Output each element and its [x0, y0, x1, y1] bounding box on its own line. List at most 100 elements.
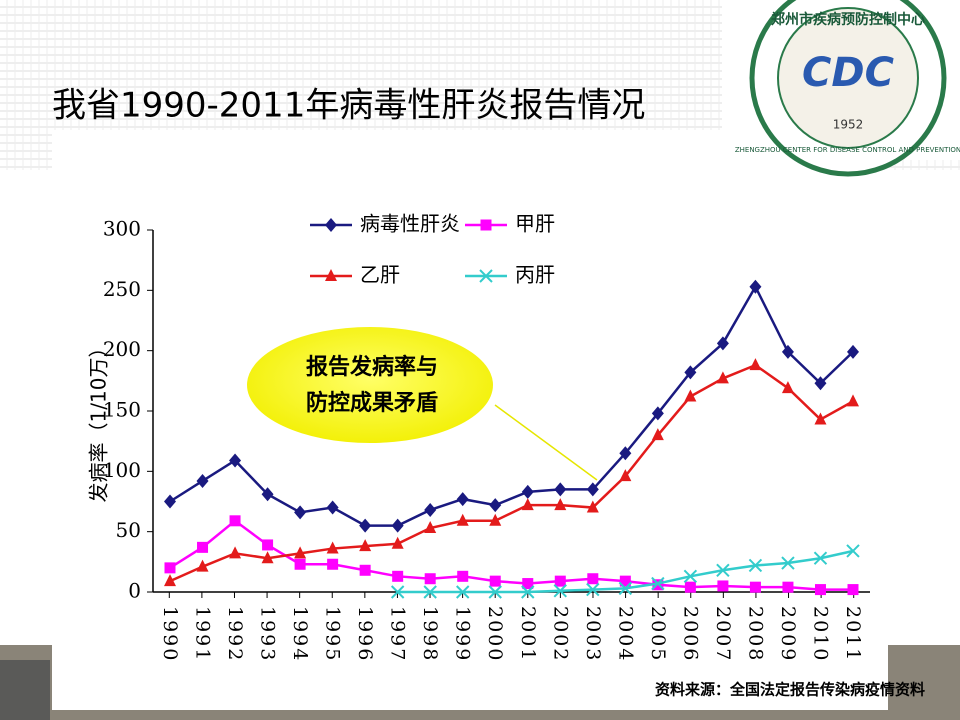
square-marker: [197, 541, 209, 553]
diamond-marker: [424, 502, 437, 517]
x-tick-label: 1996: [354, 606, 376, 662]
building: [0, 660, 50, 720]
x-marker: [553, 584, 567, 598]
square-marker: [847, 584, 859, 596]
logo-mark: CDC: [802, 50, 894, 96]
callout-bubble: [247, 327, 493, 443]
square-marker: [164, 562, 176, 574]
x-marker: [488, 585, 502, 599]
x-tick-label: 1995: [322, 606, 344, 662]
x-marker: [521, 585, 535, 599]
square-marker: [554, 575, 566, 587]
triangle-marker: [325, 269, 337, 281]
series-line: [169, 284, 854, 527]
square-marker: [782, 581, 794, 593]
callout-text: 防控成果矛盾: [306, 390, 438, 416]
diamond-marker: [586, 482, 599, 497]
triangle-marker: [391, 536, 404, 549]
square-marker: [457, 570, 469, 582]
diamond-marker: [619, 446, 632, 461]
diamond-marker: [456, 492, 469, 507]
x-marker: [748, 558, 763, 573]
square-marker: [327, 558, 339, 570]
x-tick-label: 2005: [647, 606, 669, 662]
square-marker: [587, 573, 599, 585]
x-tick-label: 1993: [257, 606, 279, 662]
logo-inner: [777, 7, 919, 149]
triangle-marker: [619, 469, 632, 482]
y-axis-label: 发病率（1/10万）: [87, 338, 111, 503]
triangle-marker: [196, 559, 209, 572]
x-tick-label: 2008: [744, 606, 766, 662]
square-marker: [262, 539, 274, 551]
triangle-marker: [521, 498, 534, 511]
triangle-marker: [489, 513, 502, 526]
x-tick-label: 1992: [224, 606, 246, 662]
triangle-marker: [359, 539, 372, 552]
x-marker: [683, 569, 698, 584]
y-tick-label: 300: [103, 217, 141, 241]
diamond-marker: [326, 500, 339, 515]
diamond-marker: [261, 487, 274, 502]
diamond-marker: [359, 518, 372, 533]
chart-panel: [52, 130, 888, 710]
diamond-marker: [164, 494, 176, 509]
y-tick-label: 0: [128, 579, 141, 603]
square-marker: [424, 573, 436, 585]
x-tick-label: 2000: [484, 606, 506, 662]
diamond-marker: [814, 376, 827, 391]
x-marker: [813, 551, 828, 565]
x-tick-label: 2009: [777, 606, 799, 662]
slide-title: 我省1990-2011年病毒性肝炎报告情况: [52, 86, 645, 126]
x-tick-label: 1994: [289, 606, 311, 662]
x-marker: [781, 556, 795, 570]
diamond-marker: [847, 344, 859, 359]
diamond-marker: [749, 279, 762, 294]
x-tick-label: 1991: [192, 606, 214, 662]
logo-name: 郑州市疾病预防控制中心: [771, 11, 925, 28]
triangle-marker: [781, 381, 794, 394]
square-marker: [294, 558, 306, 570]
triangle-marker: [326, 541, 339, 554]
diamond-marker: [651, 406, 664, 421]
triangle-marker: [749, 358, 762, 371]
triangle-marker: [847, 394, 859, 407]
diamond-marker: [391, 518, 404, 533]
source-note: 资料来源：全国法定报告传染病疫情资料: [655, 681, 925, 699]
x-tick-label: 2003: [582, 606, 604, 662]
logo-english: ZHENGZHOU CENTER FOR DISEASE CONTROL AND…: [735, 146, 960, 154]
triangle-marker: [164, 574, 176, 587]
square-marker: [480, 219, 492, 231]
logo: 郑州市疾病预防控制中心 ZHENGZHOU CENTER FOR DISEASE…: [722, 0, 960, 177]
x-marker: [618, 581, 633, 596]
diamond-marker: [294, 505, 307, 520]
triangle-marker: [456, 513, 469, 526]
square-marker: [717, 580, 729, 592]
square-marker: [814, 584, 826, 596]
triangle-marker: [586, 500, 599, 513]
diamond-marker: [489, 498, 502, 513]
triangle-marker: [229, 546, 242, 559]
triangle-marker: [684, 389, 697, 402]
x-marker: [479, 269, 493, 283]
legend-label: 丙肝: [515, 263, 555, 287]
x-tick-label: 2010: [809, 606, 831, 662]
x-marker: [456, 585, 470, 599]
triangle-marker: [814, 412, 827, 425]
legend-label: 乙肝: [360, 263, 400, 287]
y-tick-label: 50: [116, 518, 141, 542]
series-line: [169, 363, 854, 583]
square-marker: [684, 581, 696, 593]
y-tick-label: 250: [103, 277, 141, 301]
diamond-marker: [521, 484, 534, 499]
x-marker: [716, 563, 730, 577]
diamond-marker: [554, 482, 567, 497]
logo-year: 1952: [833, 118, 864, 132]
x-tick-label: 1990: [159, 606, 181, 662]
square-marker: [359, 564, 371, 576]
triangle-marker: [716, 371, 729, 384]
x-marker: [423, 585, 437, 599]
y-tick-label: 200: [103, 337, 141, 361]
x-marker: [390, 585, 405, 599]
